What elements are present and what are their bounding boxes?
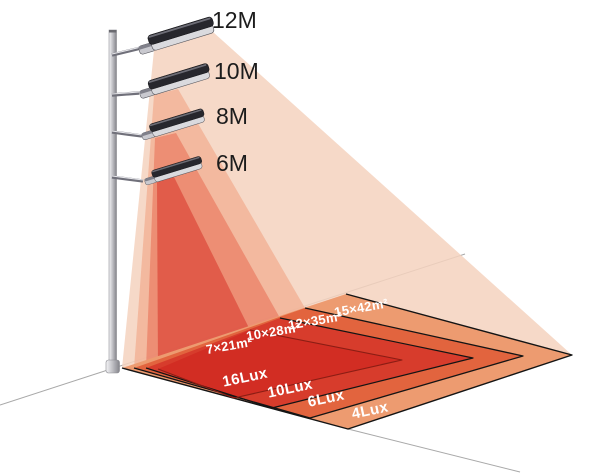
pole-base-cap: [105, 359, 120, 374]
height-label-6m: 6M: [216, 150, 248, 176]
lamp-arm-12m: [111, 46, 142, 57]
height-label-8m: 8M: [216, 103, 248, 129]
height-label-10m: 10M: [214, 58, 259, 84]
lamp-arm-8m: [111, 130, 143, 138]
light-cone-6m: [157, 177, 250, 369]
ground-line-front: [347, 428, 521, 473]
height-label-12m: 12M: [212, 7, 257, 33]
pole-top-cap: [109, 30, 117, 33]
ground-area-border-16lux: [157, 329, 403, 399]
ground-area-border-4lux: [121, 293, 573, 430]
lamp-arm-6m: [111, 175, 144, 183]
ground-area-16lux: [158, 330, 402, 398]
lamp-arm-10m: [111, 91, 140, 97]
pole: [108, 29, 117, 369]
